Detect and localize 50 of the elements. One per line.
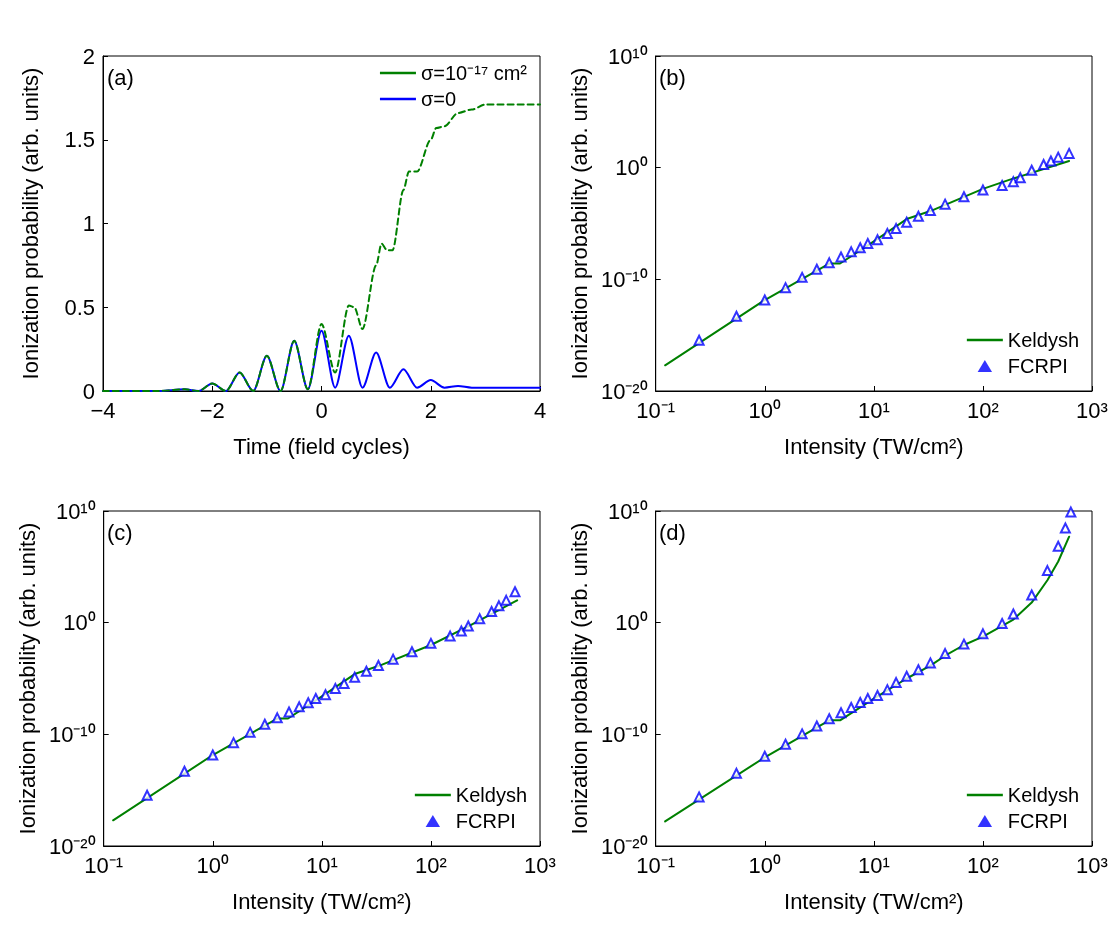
y-tick-label: 10⁰ <box>63 610 96 636</box>
x-tick-label: 10⁰ <box>196 852 230 878</box>
y-tick-label: 10⁻¹⁰ <box>48 721 96 747</box>
x-axis-title: Time (field cycles) <box>233 433 410 459</box>
y-tick-label: 1.5 <box>64 127 95 153</box>
y-tick-label: 0.5 <box>64 294 95 320</box>
y-tick-label: 10¹⁰ <box>607 498 648 524</box>
x-tick-label: 10³ <box>1076 397 1108 423</box>
x-axis-title: Intensity (TW/cm²) <box>784 888 964 914</box>
y-axis-title: Ionization probability (arb. units) <box>566 67 592 380</box>
y-tick-label: 10⁰ <box>615 155 648 181</box>
y-tick-label: 1 <box>82 211 95 236</box>
legend-label: FCRPI <box>1007 810 1068 832</box>
legend-label: σ=10⁻¹⁷ cm² <box>420 62 528 84</box>
legend-label: FCRPI <box>455 810 516 832</box>
y-tick-label: 10⁻¹⁰ <box>600 266 648 292</box>
x-tick-label: 0 <box>315 397 328 423</box>
y-axis-title: Ionization probability (arb. units) <box>14 522 40 835</box>
x-tick-label: −2 <box>199 397 225 423</box>
x-tick-label: 2 <box>424 397 437 423</box>
legend-label: FCRPI <box>1007 355 1068 377</box>
y-axis-title: Ionization probability (arb. units) <box>17 67 43 380</box>
legend-label: Keldysh <box>1007 784 1079 806</box>
y-tick-label: 10¹⁰ <box>607 43 648 69</box>
x-axis-title: Intensity (TW/cm²) <box>784 433 964 459</box>
x-tick-label: 10¹ <box>305 852 338 878</box>
x-tick-label: 10⁰ <box>748 397 782 423</box>
x-tick-label: 10² <box>967 397 999 423</box>
x-tick-label: 10² <box>967 852 999 878</box>
y-tick-label: 10⁻¹⁰ <box>600 721 648 747</box>
annotation: (b) <box>659 64 686 90</box>
annotation: (a) <box>107 64 134 90</box>
x-tick-label: 10¹ <box>857 852 890 878</box>
y-tick-label: 10¹⁰ <box>55 498 96 524</box>
legend-label: σ=0 <box>420 88 457 110</box>
x-tick-label: 10⁰ <box>748 852 782 878</box>
y-axis-title: Ionization probability (arb. units) <box>566 522 592 835</box>
annotation: (d) <box>659 519 686 545</box>
x-tick-label: 4 <box>533 397 547 423</box>
y-tick-label: 0 <box>82 378 95 404</box>
x-tick-label: 10² <box>415 852 447 878</box>
x-tick-label: 10³ <box>524 852 556 878</box>
annotation: (c) <box>107 519 133 545</box>
y-tick-label: 10⁰ <box>615 610 648 636</box>
x-tick-label: 10³ <box>1076 852 1108 878</box>
x-axis-title: Intensity (TW/cm²) <box>232 888 412 914</box>
y-tick-label: 2 <box>82 43 95 69</box>
x-tick-label: 10¹ <box>857 397 890 423</box>
legend-label: Keldysh <box>1007 329 1079 351</box>
legend-label: Keldysh <box>455 784 527 806</box>
